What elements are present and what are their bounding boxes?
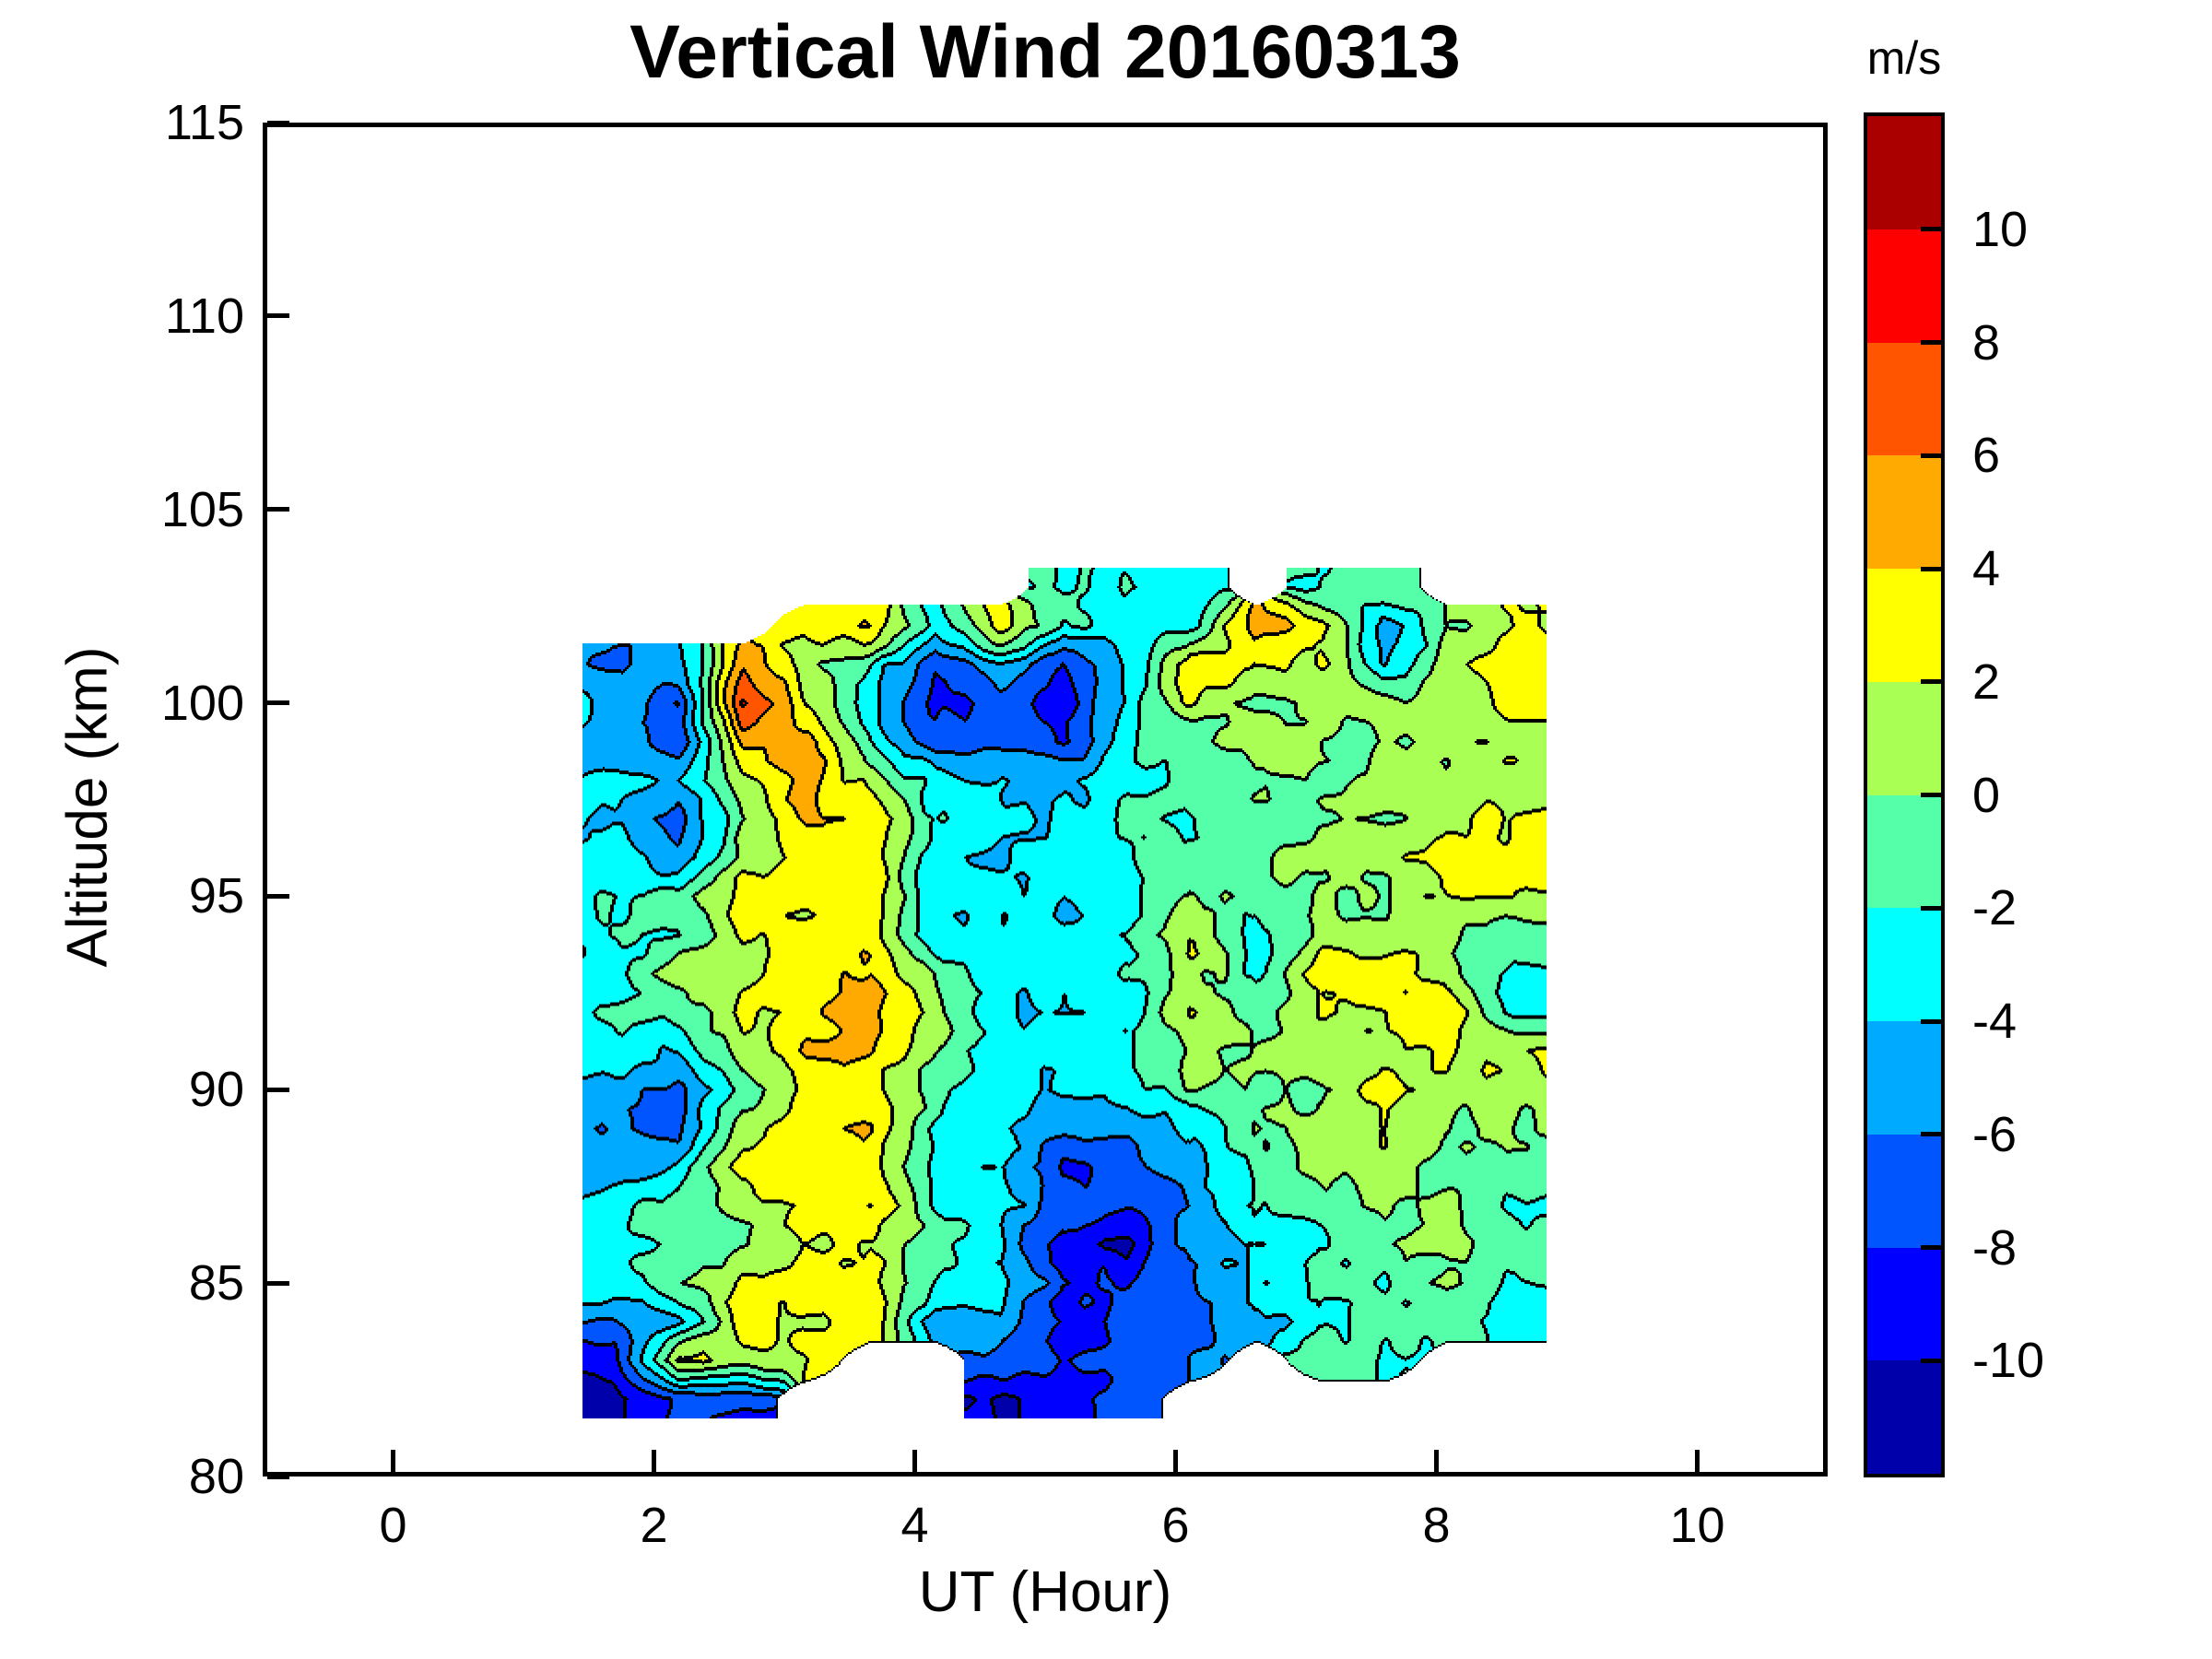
y-tick-label: 110 <box>164 288 244 344</box>
plot-area <box>263 123 1828 1477</box>
colorbar-tick-label: 4 <box>1972 541 2001 596</box>
colorbar-segment <box>1867 681 1941 795</box>
colorbar-segment <box>1867 342 1941 456</box>
colorbar-tick-label: -10 <box>1972 1333 2045 1389</box>
y-tick-mark <box>267 507 289 512</box>
colorbar-tick-mark <box>1921 1018 1941 1024</box>
x-tick-mark <box>652 1450 656 1472</box>
y-tick-mark <box>267 313 289 319</box>
y-tick-mark <box>267 1280 289 1286</box>
chart-title: Vertical Wind 20160313 <box>629 10 1461 94</box>
colorbar-tick-mark <box>1921 1132 1941 1137</box>
y-tick-label: 115 <box>164 95 244 150</box>
x-tick-mark <box>1173 1450 1178 1472</box>
x-tick-mark <box>1434 1450 1439 1472</box>
colorbar-tick-label: -6 <box>1972 1106 2018 1162</box>
colorbar-segment <box>1867 1360 1941 1474</box>
x-tick-label: 6 <box>1161 1498 1190 1553</box>
colorbar-segment <box>1867 229 1941 343</box>
y-tick-mark <box>267 1087 289 1092</box>
y-tick-mark <box>267 700 289 706</box>
colorbar-segment <box>1867 1134 1941 1248</box>
x-tick-mark <box>912 1450 917 1472</box>
colorbar-segment <box>1867 455 1941 569</box>
y-tick-label: 100 <box>160 675 244 731</box>
y-tick-mark <box>267 1474 289 1479</box>
colorbar-segment <box>1867 794 1941 909</box>
colorbar-tick-label: -2 <box>1972 880 2018 936</box>
colorbar-segment <box>1867 1247 1941 1361</box>
colorbar-tick-mark <box>1921 340 1941 345</box>
x-tick-label: 4 <box>900 1498 929 1553</box>
x-tick-mark <box>1695 1450 1700 1472</box>
x-tick-label: 8 <box>1422 1498 1451 1553</box>
colorbar <box>1864 112 1945 1477</box>
y-tick-label: 80 <box>188 1449 244 1504</box>
x-tick-label: 2 <box>640 1498 668 1553</box>
colorbar-tick-mark <box>1921 566 1941 571</box>
y-tick-label: 90 <box>188 1062 244 1118</box>
y-tick-label: 85 <box>188 1255 244 1312</box>
colorbar-tick-mark <box>1921 905 1941 911</box>
x-axis-label: UT (Hour) <box>918 1560 1172 1624</box>
colorbar-tick-label: 0 <box>1972 767 2001 823</box>
y-axis-label: Altitude (km) <box>55 646 120 968</box>
colorbar-tick-label: 8 <box>1972 314 2001 371</box>
colorbar-tick-mark <box>1921 1245 1941 1250</box>
colorbar-segment <box>1867 1021 1941 1135</box>
y-tick-mark <box>267 893 289 899</box>
y-tick-label: 95 <box>188 868 244 924</box>
colorbar-tick-label: -8 <box>1972 1219 2018 1276</box>
colorbar-tick-mark <box>1921 453 1941 458</box>
contour-field <box>582 568 1547 1418</box>
colorbar-segment <box>1867 569 1941 682</box>
colorbar-tick-label: -4 <box>1972 994 2018 1049</box>
colorbar-tick-mark <box>1921 1358 1941 1363</box>
colorbar-tick-label: 10 <box>1972 201 2029 257</box>
colorbar-segment <box>1867 908 1941 1021</box>
colorbar-tick-label: 6 <box>1972 428 2001 484</box>
y-tick-mark <box>267 120 289 125</box>
colorbar-tick-mark <box>1921 679 1941 685</box>
colorbar-segment <box>1867 116 1941 229</box>
colorbar-tick-mark <box>1921 793 1941 797</box>
colorbar-unit-label: m/s <box>1866 32 1942 84</box>
y-tick-label: 105 <box>160 481 244 537</box>
colorbar-tick-mark <box>1921 227 1941 232</box>
x-tick-label: 10 <box>1669 1498 1725 1553</box>
x-tick-label: 0 <box>379 1498 407 1553</box>
colorbar-tick-label: 2 <box>1972 653 2001 710</box>
x-tick-mark <box>391 1450 395 1472</box>
